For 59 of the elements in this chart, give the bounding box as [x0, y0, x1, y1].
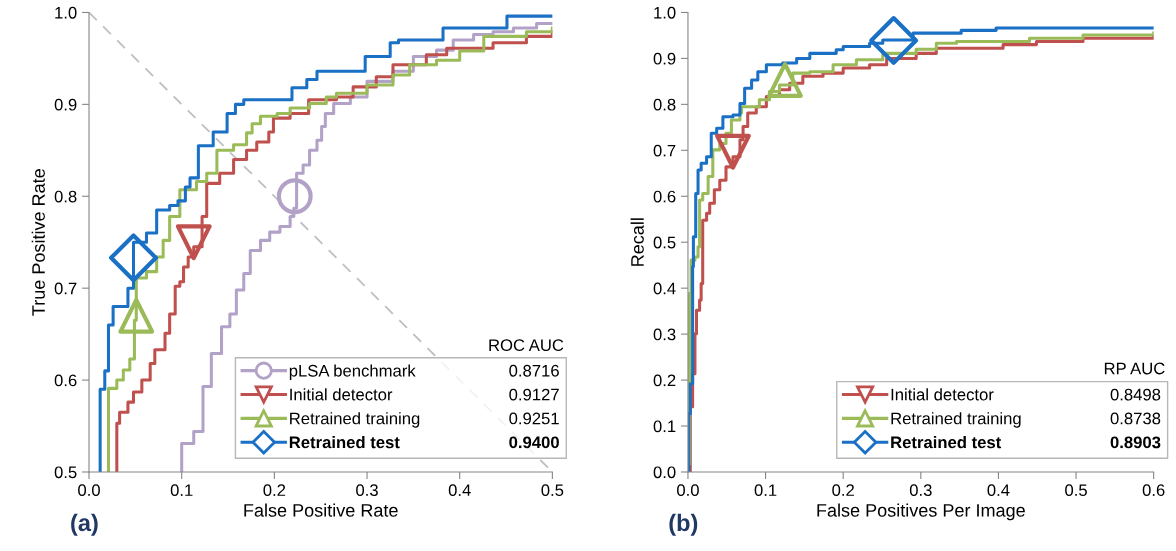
point [175, 224, 212, 261]
x-tick-label: 0.4 [448, 484, 471, 497]
text: (b) [669, 513, 698, 536]
y-axis-title: Recall [630, 218, 644, 266]
annotation: 0.8903 [1110, 436, 1161, 449]
x-tick-label: 0.6 [1142, 484, 1165, 497]
y-axis-title: True Positive Rate [31, 169, 45, 316]
y-tick-label: 1.0 [654, 6, 676, 19]
x-tick-label: 0.3 [909, 484, 932, 497]
legend-title: ROC AUC [489, 339, 564, 352]
x-tick-label: 0.1 [170, 484, 193, 497]
y-tick-label: 0.8 [54, 190, 77, 203]
y-tick-label: 0.0 [653, 466, 676, 479]
legend-label: Retrained test [891, 436, 1002, 449]
x-tick-label: 0.1 [754, 484, 777, 497]
point [767, 62, 803, 98]
x-tick-label: 0.0 [78, 484, 100, 497]
x-tick-label: 0.0 [677, 484, 699, 497]
annotation: 0.9400 [509, 436, 559, 449]
y-tick-label: 0.4 [653, 282, 676, 295]
point [715, 133, 751, 170]
legend-label: Retrained training [290, 412, 420, 428]
x-tick-label: 0.5 [1065, 484, 1087, 497]
y-tick-label: 0.2 [653, 374, 676, 387]
x-tick-label: 0.3 [356, 484, 378, 497]
legend-label: Initial detector [290, 388, 393, 401]
legend-label: pLSA benchmark [289, 364, 416, 380]
legend-label: Initial detector [891, 388, 994, 401]
y-tick-label: 0.5 [54, 466, 77, 479]
annotation: 0.9127 [509, 388, 559, 401]
y-tick-label: 0.9 [54, 98, 77, 111]
legend-label: Retrained test [289, 436, 400, 449]
point [276, 178, 313, 215]
annotation: 0.8716 [509, 364, 559, 377]
y-tick-label: 1.0 [55, 6, 77, 19]
point [118, 297, 155, 334]
x-tick-label: 0.2 [832, 484, 854, 497]
point [109, 233, 158, 283]
annotation: 0.8498 [1110, 388, 1161, 401]
legend-title: RP AUC [1104, 362, 1165, 375]
y-tick-label: 0.3 [653, 328, 676, 341]
y-tick-label: 0.1 [653, 420, 676, 433]
y-tick-label: 0.6 [653, 190, 676, 203]
annotation: 0.8738 [1110, 412, 1161, 425]
y-tick-label: 0.6 [54, 374, 77, 387]
legend-label: Retrained training [891, 412, 1021, 428]
y-tick-label: 0.7 [653, 144, 676, 157]
y-tick-label: 0.9 [653, 52, 676, 65]
y-tick-label: 0.8 [653, 98, 676, 111]
annotation: 0.9251 [509, 412, 559, 425]
x-tick-label: 0.5 [541, 484, 564, 497]
x-axis-title: False Positives Per Image [817, 503, 1025, 521]
y-tick-label: 0.7 [54, 282, 77, 295]
y-tick-label: 0.5 [653, 236, 676, 249]
x-tick-label: 0.2 [263, 484, 286, 497]
x-axis-title: False Positive Rate [244, 503, 398, 517]
point [869, 16, 919, 65]
x-tick-label: 0.4 [987, 484, 1010, 497]
text: (a) [71, 513, 98, 536]
